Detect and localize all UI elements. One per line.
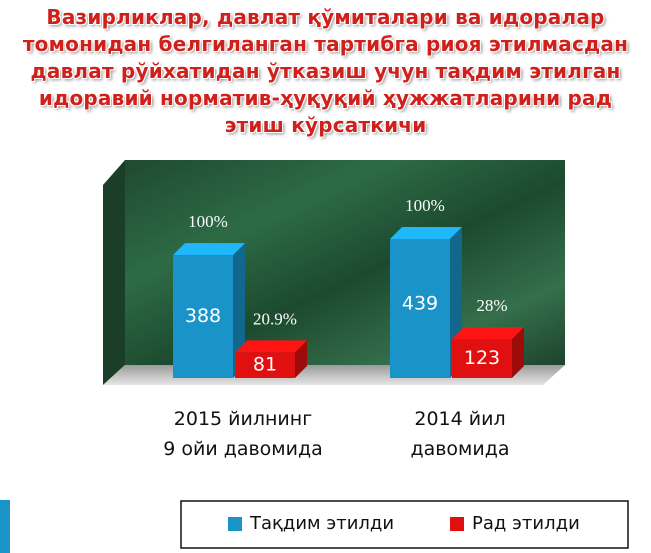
bar-top [173,243,245,256]
bar [235,352,295,378]
percent-label: 28% [476,296,507,315]
x-tick-label: 9 ойи давомида [163,438,323,460]
decor-strip [0,500,10,553]
legend-swatch [228,517,242,531]
legend-label: Тақдим этилди [249,513,394,534]
bar-side [512,327,524,378]
percent-label: 20.9% [253,309,297,328]
bar [173,255,233,378]
legend-label: Рад этилди [472,513,580,534]
bar [390,239,450,378]
chart-title: Вазирликлар, давлат қўмиталари ва идорал… [22,5,629,137]
legend-box [180,500,629,549]
x-tick-label: 2015 йилнинг [174,408,312,430]
value-label: 123 [464,347,500,369]
bar-top [390,227,462,239]
bar-side [295,340,307,378]
legend-swatch [450,517,464,531]
bar-side [233,243,245,378]
value-label: 388 [185,305,221,327]
value-label: 439 [402,293,438,315]
bar-top [452,327,524,340]
bar-top [235,340,307,353]
side-wall [103,160,125,385]
value-label: 81 [253,354,277,376]
percent-label: 100% [405,196,445,215]
bar [452,339,512,378]
x-tick-label: давомида [410,438,509,460]
percent-label: 100% [188,212,228,231]
x-tick-label: 2014 йил [414,408,505,430]
